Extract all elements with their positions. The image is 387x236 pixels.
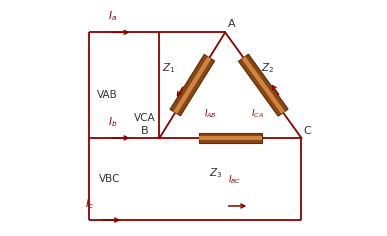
Polygon shape	[242, 56, 285, 114]
Polygon shape	[199, 136, 262, 140]
Text: VBC: VBC	[98, 174, 120, 184]
Text: $I_{CA}$: $I_{CA}$	[251, 107, 264, 120]
Text: $I_b$: $I_b$	[108, 115, 117, 129]
Polygon shape	[238, 54, 288, 116]
Polygon shape	[170, 55, 214, 116]
Text: $Z_1$: $Z_1$	[162, 61, 176, 75]
Text: C: C	[304, 126, 312, 136]
Text: $Z_3$: $Z_3$	[209, 166, 223, 180]
Text: VAB: VAB	[97, 89, 118, 100]
Text: $Z_2$: $Z_2$	[261, 61, 274, 75]
Text: $I_a$: $I_a$	[108, 9, 117, 23]
Text: $I_{AB}$: $I_{AB}$	[204, 107, 217, 120]
Text: $I_{BC}$: $I_{BC}$	[228, 174, 241, 186]
Text: VCA: VCA	[134, 113, 155, 123]
Polygon shape	[199, 133, 262, 143]
Text: B: B	[141, 126, 149, 136]
Polygon shape	[173, 57, 211, 114]
Text: A: A	[228, 19, 235, 29]
Text: $I_c$: $I_c$	[85, 197, 94, 211]
